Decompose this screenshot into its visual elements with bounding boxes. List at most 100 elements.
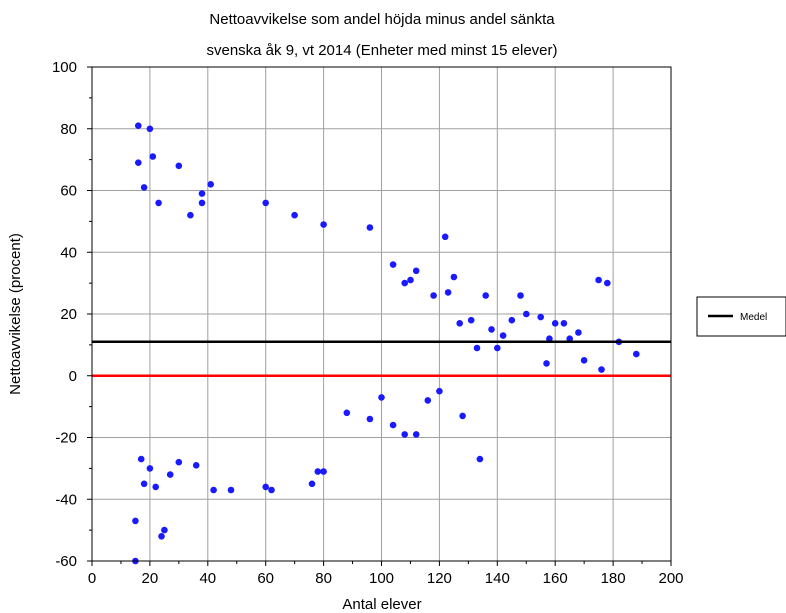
y-tick-label: 40	[60, 244, 77, 261]
data-point	[412, 267, 420, 275]
data-point	[517, 292, 524, 299]
data-point	[198, 190, 206, 197]
data-point	[227, 486, 235, 494]
data-point	[146, 125, 154, 133]
data-point	[262, 199, 270, 207]
data-point	[140, 480, 148, 488]
x-tick-label: 200	[658, 570, 683, 587]
data-point	[499, 332, 507, 339]
x-tick-label: 160	[543, 570, 568, 587]
data-point	[436, 387, 443, 395]
reference-lines	[92, 340, 671, 377]
x-tick-label: 100	[369, 570, 394, 587]
x-tick-label: 0	[88, 570, 96, 587]
data-point	[488, 326, 495, 333]
data-point	[430, 292, 437, 299]
y-tick-label: -20	[55, 430, 77, 447]
legend: Medel	[696, 296, 786, 337]
x-axis-ticks: 0 20 40 60 80 100 120 140 160 180 200	[88, 561, 684, 587]
data-point	[633, 350, 640, 358]
data-point	[291, 211, 298, 219]
data-point	[580, 357, 588, 364]
data-point	[132, 517, 139, 525]
data-point	[407, 276, 414, 284]
data-point	[320, 468, 327, 475]
data-point	[166, 471, 174, 478]
y-tick-label: 60	[60, 183, 77, 200]
y-tick-label: -60	[55, 553, 77, 570]
data-point	[476, 455, 484, 463]
y-tick-label: 0	[69, 368, 77, 385]
data-point	[482, 292, 490, 299]
data-point	[467, 316, 475, 324]
data-point	[161, 526, 168, 534]
grid-lines	[92, 67, 671, 561]
data-point	[523, 310, 530, 318]
x-tick-label: 140	[485, 570, 510, 587]
x-tick-label: 40	[199, 570, 216, 587]
data-point	[444, 289, 452, 296]
y-tick-label: 20	[60, 306, 77, 323]
data-point	[308, 480, 316, 488]
data-point	[366, 415, 374, 423]
data-point	[262, 483, 270, 491]
data-point	[146, 465, 154, 472]
y-axis-ticks: -60 -40 -20 0 20 40 60 80 100	[52, 59, 92, 570]
data-point	[158, 533, 165, 540]
data-point	[268, 486, 275, 494]
y-tick-label: 80	[60, 121, 77, 138]
data-point	[135, 122, 142, 129]
x-tick-label: 80	[315, 570, 332, 587]
data-point	[401, 279, 409, 287]
data-point	[551, 320, 559, 327]
data-point	[137, 455, 145, 463]
data-point	[494, 344, 501, 352]
data-point	[595, 276, 602, 284]
x-tick-label: 180	[601, 570, 626, 587]
data-point	[343, 409, 351, 417]
y-axis-label: Nettoavvikelse (procent)	[7, 233, 24, 395]
data-point	[187, 211, 194, 219]
data-point	[575, 329, 582, 336]
data-point	[140, 184, 148, 191]
data-point	[207, 181, 214, 188]
data-point	[175, 162, 183, 170]
data-point	[198, 199, 206, 207]
data-point	[378, 394, 385, 401]
data-point	[192, 462, 200, 469]
data-point	[441, 233, 449, 241]
data-point	[210, 486, 217, 494]
data-point	[149, 153, 157, 160]
data-point	[508, 316, 516, 324]
data-point	[366, 224, 374, 231]
data-point	[155, 199, 162, 207]
data-point	[604, 279, 611, 287]
data-point	[389, 261, 397, 268]
data-point	[314, 468, 322, 475]
data-point	[566, 335, 573, 343]
data-point	[412, 431, 420, 438]
data-points	[132, 122, 640, 565]
data-point	[175, 458, 183, 466]
data-point	[543, 360, 550, 367]
x-axis-label: Antal elever	[342, 596, 421, 613]
data-point	[401, 431, 409, 438]
data-point	[135, 159, 142, 166]
data-point	[456, 320, 464, 327]
y-tick-label: 100	[52, 59, 77, 76]
chart-title: Nettoavvikelse som andel höjda minus and…	[209, 11, 555, 28]
data-point	[389, 421, 397, 429]
data-point	[450, 273, 458, 281]
data-point	[424, 397, 432, 404]
data-point	[320, 221, 327, 228]
data-point	[546, 335, 553, 343]
data-point	[537, 313, 544, 321]
data-point	[473, 344, 481, 352]
data-point	[459, 412, 466, 420]
y-tick-label: -40	[55, 491, 77, 508]
x-tick-label: 20	[142, 570, 159, 587]
x-tick-label: 60	[257, 570, 274, 587]
chart-subtitle: svenska åk 9, vt 2014 (Enheter med minst…	[206, 42, 557, 59]
legend-label-medel: Medel	[740, 312, 767, 323]
